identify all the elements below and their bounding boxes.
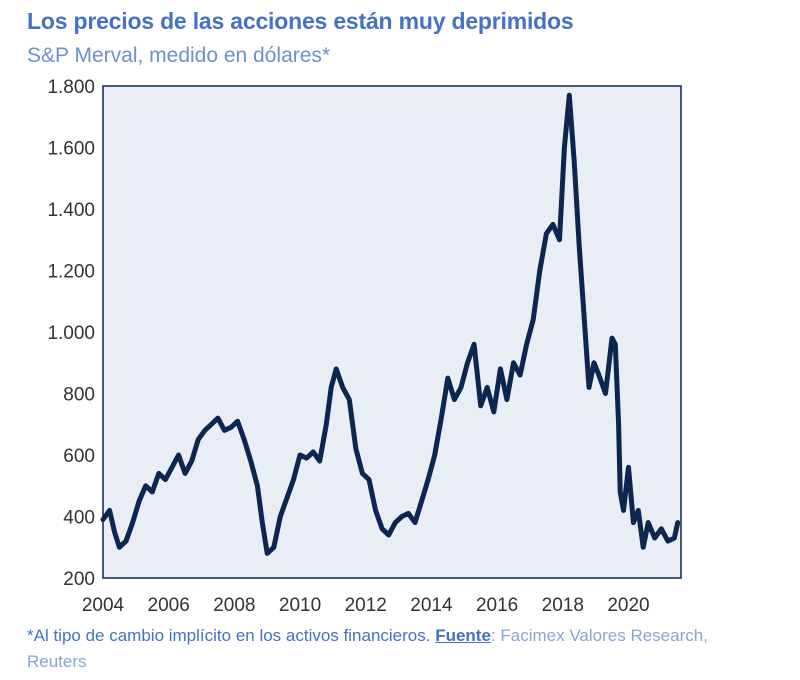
- y-tick-label: 400: [63, 508, 95, 529]
- y-tick-label: 1.400: [47, 200, 95, 221]
- y-tick-label: 1.600: [47, 139, 95, 160]
- x-axis: 2004 2006 2008 2010 2012 2014 2016 2018 2020: [82, 595, 650, 616]
- plot-frame: [102, 85, 682, 579]
- chart-title: Los precios de las acciones están muy de…: [27, 8, 574, 34]
- x-tick-label: 2010: [279, 595, 321, 616]
- chart-subtitle: S&P Merval, medido en dólares*: [27, 44, 331, 67]
- y-axis: 200 400 600 800 1.000 1.200 1.400 1.600 1.800: [47, 77, 95, 590]
- x-tick-label: 2016: [476, 595, 518, 616]
- source-text: : Facimex Valores Research, Reuters: [27, 626, 708, 671]
- footnote-note: *Al tipo de cambio implícito en los acti…: [27, 626, 431, 645]
- footnote: *Al tipo de cambio implícito en los acti…: [27, 623, 767, 675]
- y-tick-label: 1.200: [47, 262, 95, 283]
- y-tick-label: 1.000: [47, 323, 95, 344]
- x-tick-label: 2008: [213, 595, 255, 616]
- x-tick-label: 2006: [148, 595, 190, 616]
- y-tick-label: 800: [63, 385, 95, 406]
- x-tick-label: 2004: [82, 595, 125, 616]
- series-line: [100, 92, 681, 556]
- source-label: Fuente: [435, 626, 491, 645]
- y-tick-label: 200: [63, 569, 95, 590]
- x-tick-label: 2014: [410, 595, 453, 616]
- chart-area: 200 400 600 800 1.000 1.200 1.400 1.600 1.800 20…: [47, 77, 682, 616]
- x-tick-label: 2018: [542, 595, 584, 616]
- x-tick-label: 2020: [607, 595, 649, 616]
- x-tick-label: 2012: [345, 595, 387, 616]
- y-tick-label: 600: [63, 446, 95, 467]
- plot-background: [103, 86, 681, 578]
- y-tick-label: 1.800: [47, 77, 95, 98]
- series-layer: [100, 92, 681, 556]
